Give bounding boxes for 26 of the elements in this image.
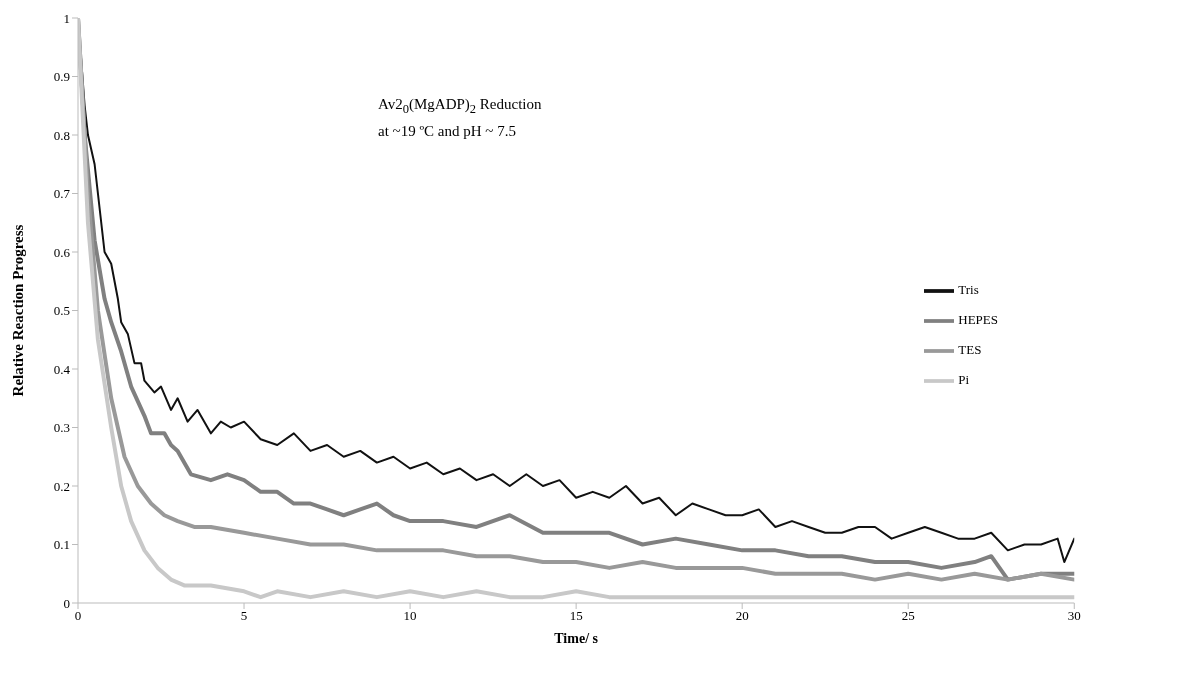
legend-label: Pi — [958, 371, 970, 387]
legend-label: TES — [958, 341, 982, 357]
x-tick-label: 0 — [74, 608, 82, 624]
y-tick-label: 1 — [63, 10, 70, 26]
y-tick-label: 0.6 — [53, 244, 71, 260]
y-tick-label: 0.1 — [53, 537, 70, 553]
y-tick-label: 0.9 — [53, 69, 70, 85]
y-tick-label: 0.8 — [53, 127, 70, 143]
x-tick-label: 5 — [240, 608, 248, 624]
x-tick-label: 10 — [403, 608, 417, 624]
x-axis-title: Time/ s — [554, 631, 599, 646]
y-tick-label: 0.4 — [53, 361, 71, 377]
x-tick-label: 30 — [1067, 608, 1081, 624]
x-tick-label: 25 — [901, 608, 915, 624]
annotation: at ~19 ºC and pH ~ 7.5 — [378, 122, 517, 141]
y-axis-title: Relative Reaction Progress — [10, 224, 27, 397]
y-tick-label: 0.5 — [53, 303, 70, 319]
legend-label: Tris — [958, 281, 979, 297]
legend-label: HEPES — [958, 311, 998, 327]
y-tick-label: 0.3 — [53, 420, 70, 436]
annotation: Av2$_{0}$(MgADP)$_{2}$ Reduction — [378, 95, 542, 118]
x-tick-label: 15 — [569, 608, 583, 624]
y-tick-label: 0.2 — [53, 478, 70, 494]
y-tick-label: 0.7 — [53, 186, 71, 202]
x-tick-label: 20 — [735, 608, 749, 624]
y-tick-label: 0 — [63, 595, 70, 611]
